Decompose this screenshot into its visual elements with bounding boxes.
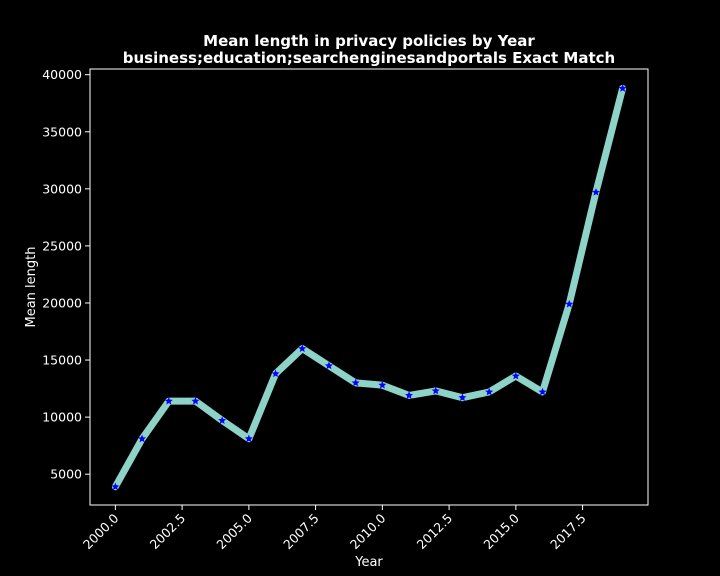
data-point (591, 188, 600, 196)
y-tick-label: 20000 (42, 295, 82, 310)
y-tick-label: 25000 (42, 238, 82, 253)
chart-subtitle: business;education;searchenginesandporta… (123, 49, 615, 67)
data-point (405, 391, 414, 399)
x-tick-label: 2005.0 (213, 510, 255, 552)
data-point (164, 396, 173, 405)
y-tick-label: 35000 (42, 124, 82, 139)
x-axis: 2000.0 2002.5 2005.0 2007.5 2010.0 2012.5 2015… (80, 505, 589, 552)
data-point (565, 299, 574, 308)
series-line (111, 84, 627, 491)
x-axis-label: Year (354, 555, 383, 570)
data-point (431, 386, 440, 395)
data-point (378, 380, 387, 389)
data-point (191, 396, 200, 405)
data-point (244, 434, 253, 443)
data-point (618, 84, 627, 92)
chart-title: Mean length in privacy policies by Year (203, 32, 535, 50)
x-tick-label: 2007.5 (280, 511, 322, 553)
x-tick-label: 2012.5 (414, 511, 456, 553)
y-tick-label: 30000 (42, 181, 82, 196)
data-point (324, 361, 333, 370)
y-tick-label: 15000 (42, 353, 82, 368)
data-point (511, 371, 520, 380)
series-markers (111, 84, 627, 491)
x-tick-label: 2000.0 (80, 510, 122, 552)
x-tick-label: 2010.0 (347, 510, 389, 552)
y-tick-label: 40000 (42, 67, 82, 82)
data-point (298, 344, 307, 353)
data-point (538, 387, 547, 396)
data-point (138, 434, 147, 443)
data-point (351, 378, 360, 387)
data-point (485, 387, 494, 396)
x-tick-label: 2002.5 (147, 511, 189, 553)
data-point (271, 369, 280, 378)
plot-frame (89, 68, 649, 506)
y-tick-label: 10000 (42, 410, 82, 425)
x-tick-label: 2015.0 (480, 510, 522, 552)
data-point (111, 482, 120, 491)
y-tick-label: 5000 (50, 467, 82, 482)
data-point (218, 416, 227, 424)
data-point (458, 393, 467, 402)
y-axis-label: Mean length (24, 247, 39, 328)
y-axis: 5000 10000 15000 20000 25000 30000 35000 40000 (42, 67, 90, 482)
x-tick-label: 2017.5 (547, 511, 589, 553)
